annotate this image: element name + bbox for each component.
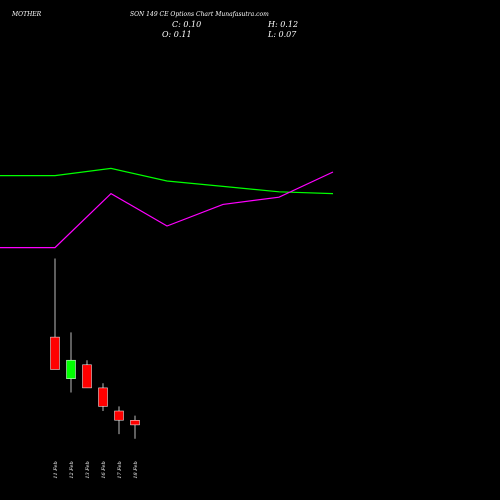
x-tick-label: 16 Feb	[101, 461, 107, 478]
candle-body	[66, 359, 76, 379]
candle-body	[50, 336, 60, 370]
candlestick-series	[50, 258, 140, 439]
indicator-line-1	[0, 167, 334, 195]
indicator-lines	[0, 167, 334, 249]
close-value: C: 0.10	[172, 20, 201, 29]
x-tick-label: 12 Feb	[69, 461, 75, 478]
x-tick-label: 17 Feb	[117, 461, 123, 478]
indicator-line-2	[0, 171, 334, 249]
chart-title-left: MOTHER	[11, 11, 42, 18]
candle-body	[114, 410, 124, 421]
x-tick-label: 13 Feb	[85, 461, 91, 478]
open-value: O: 0.11	[162, 30, 192, 39]
candle-body	[130, 420, 140, 426]
chart-title-right: SON 149 CE Options Chart Munafasutra.com	[130, 11, 269, 18]
candle-body	[82, 364, 92, 389]
x-axis-tick-labels: 11 Feb 12 Feb 13 Feb 16 Feb 17 Feb 18 Feb	[53, 461, 139, 478]
x-tick-label: 11 Feb	[53, 461, 59, 478]
x-tick-label: 18 Feb	[133, 461, 139, 478]
candle-body	[98, 387, 108, 407]
low-value: L: 0.07	[267, 30, 297, 39]
high-value: H: 0.12	[267, 20, 298, 29]
